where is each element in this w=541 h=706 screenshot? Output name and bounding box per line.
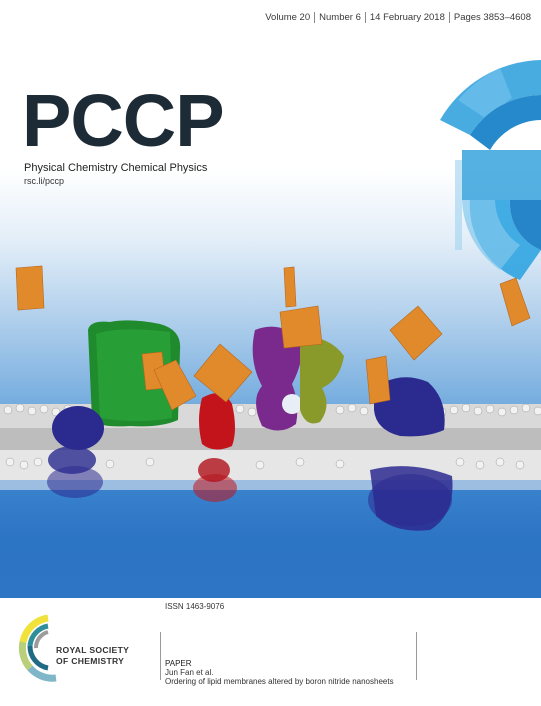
issn-label: ISSN 1463-9076 bbox=[165, 602, 225, 611]
publisher-line-2: OF CHEMISTRY bbox=[56, 655, 125, 666]
radial-arc-decoration bbox=[0, 60, 541, 531]
olive-protein bbox=[300, 336, 344, 424]
nanosheets bbox=[15, 265, 531, 411]
paper-label: PAPER bbox=[165, 659, 192, 668]
red-protein bbox=[198, 393, 235, 482]
publisher-line-1: ROYAL SOCIETY bbox=[56, 645, 130, 655]
issue-pages: Pages 3853–4608 bbox=[453, 12, 531, 23]
navy-protein-right bbox=[370, 377, 453, 531]
issue-separator bbox=[448, 12, 450, 23]
cover-footer bbox=[0, 598, 541, 706]
issue-separator bbox=[364, 12, 366, 23]
green-protein bbox=[88, 320, 181, 427]
publisher-name: ROYAL SOCIETY OF CHEMISTRY bbox=[56, 645, 129, 666]
rsc-logo-icon bbox=[18, 614, 57, 682]
journal-url[interactable]: rsc.li/pccp bbox=[24, 176, 65, 186]
footer-divider bbox=[160, 632, 161, 680]
paper-authors: Jun Fan et al. bbox=[165, 668, 214, 677]
navy-protein-left bbox=[48, 406, 104, 474]
issue-separator bbox=[314, 12, 316, 23]
journal-subtitle: Physical Chemistry Chemical Physics bbox=[24, 162, 208, 174]
issue-number: Number 6 bbox=[319, 12, 361, 23]
issue-date: 14 February 2018 bbox=[369, 12, 445, 23]
issue-volume: Volume 20 bbox=[265, 12, 311, 23]
purple-protein bbox=[252, 326, 303, 431]
journal-title: PCCP bbox=[22, 79, 225, 162]
paper-title: Ordering of lipid membranes altered by b… bbox=[165, 677, 394, 686]
issue-info-line: Volume 20 Number 6 14 February 2018 Page… bbox=[265, 12, 531, 23]
footer-divider bbox=[416, 632, 417, 680]
cover-artwork-area: Volume 20 Number 6 14 February 2018 Page… bbox=[0, 0, 541, 598]
